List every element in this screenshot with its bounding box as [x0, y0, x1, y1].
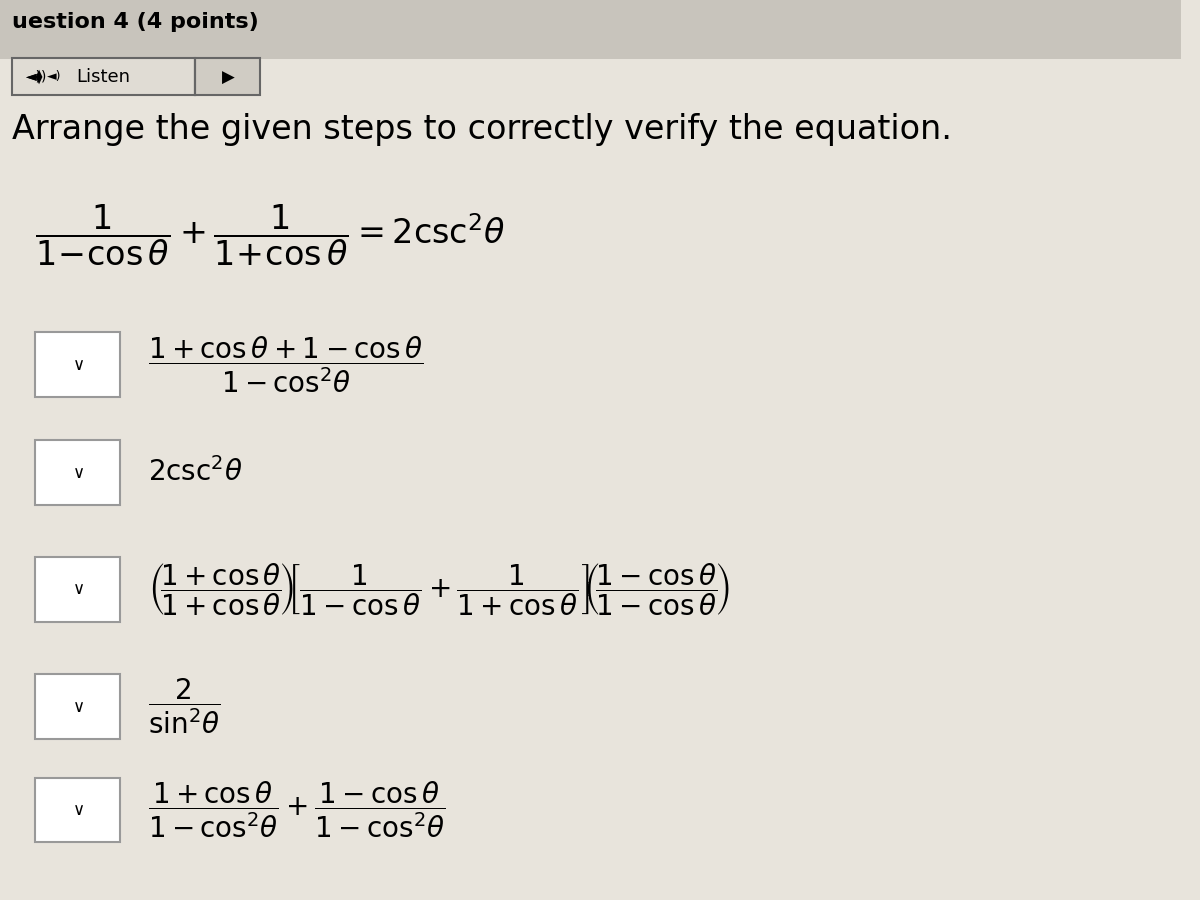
Text: ◄)): ◄)): [26, 69, 47, 84]
Bar: [36, 440, 120, 505]
Text: $\blacktriangleright$: $\blacktriangleright$: [217, 68, 235, 86]
Bar: [12, 58, 194, 94]
Text: $\vee$: $\vee$: [72, 356, 84, 373]
Text: uestion 4 (4 points): uestion 4 (4 points): [12, 13, 258, 32]
Text: $\dfrac{1}{1\!-\!\cos\theta} + \dfrac{1}{1\!+\!\cos\theta} = 2\csc^2\!\theta$: $\dfrac{1}{1\!-\!\cos\theta} + \dfrac{1}…: [36, 202, 505, 268]
Text: $\vee$: $\vee$: [72, 580, 84, 598]
Text: $\dfrac{2}{\sin^2\!\theta}$: $\dfrac{2}{\sin^2\!\theta}$: [148, 677, 220, 736]
Text: $2\csc^2\!\theta$: $2\csc^2\!\theta$: [148, 457, 242, 488]
Bar: [36, 778, 120, 842]
Bar: [0, 0, 1181, 58]
Text: $\dfrac{1+\cos\theta}{1-\cos^2\!\theta}+\dfrac{1-\cos\theta}{1-\cos^2\!\theta}$: $\dfrac{1+\cos\theta}{1-\cos^2\!\theta}+…: [148, 779, 445, 841]
Text: $\vee$: $\vee$: [72, 464, 84, 482]
Text: ◄): ◄): [47, 70, 61, 83]
Bar: [36, 674, 120, 739]
Text: $\vee$: $\vee$: [72, 801, 84, 819]
Text: $\dfrac{1+\cos\theta+1-\cos\theta}{1-\cos^2\!\theta}$: $\dfrac{1+\cos\theta+1-\cos\theta}{1-\co…: [148, 334, 424, 395]
Bar: [194, 58, 259, 94]
Text: Listen: Listen: [77, 68, 131, 86]
Text: $\left(\!\dfrac{1+\cos\theta}{1+\cos\theta}\!\right)\!\!\left[\dfrac{1}{1-\cos\t: $\left(\!\dfrac{1+\cos\theta}{1+\cos\the…: [148, 562, 730, 617]
Bar: [36, 557, 120, 622]
Text: ◄⧫: ◄⧫: [26, 69, 43, 84]
Text: Arrange the given steps to correctly verify the equation.: Arrange the given steps to correctly ver…: [12, 112, 952, 146]
Text: $\vee$: $\vee$: [72, 698, 84, 716]
Bar: [36, 332, 120, 397]
